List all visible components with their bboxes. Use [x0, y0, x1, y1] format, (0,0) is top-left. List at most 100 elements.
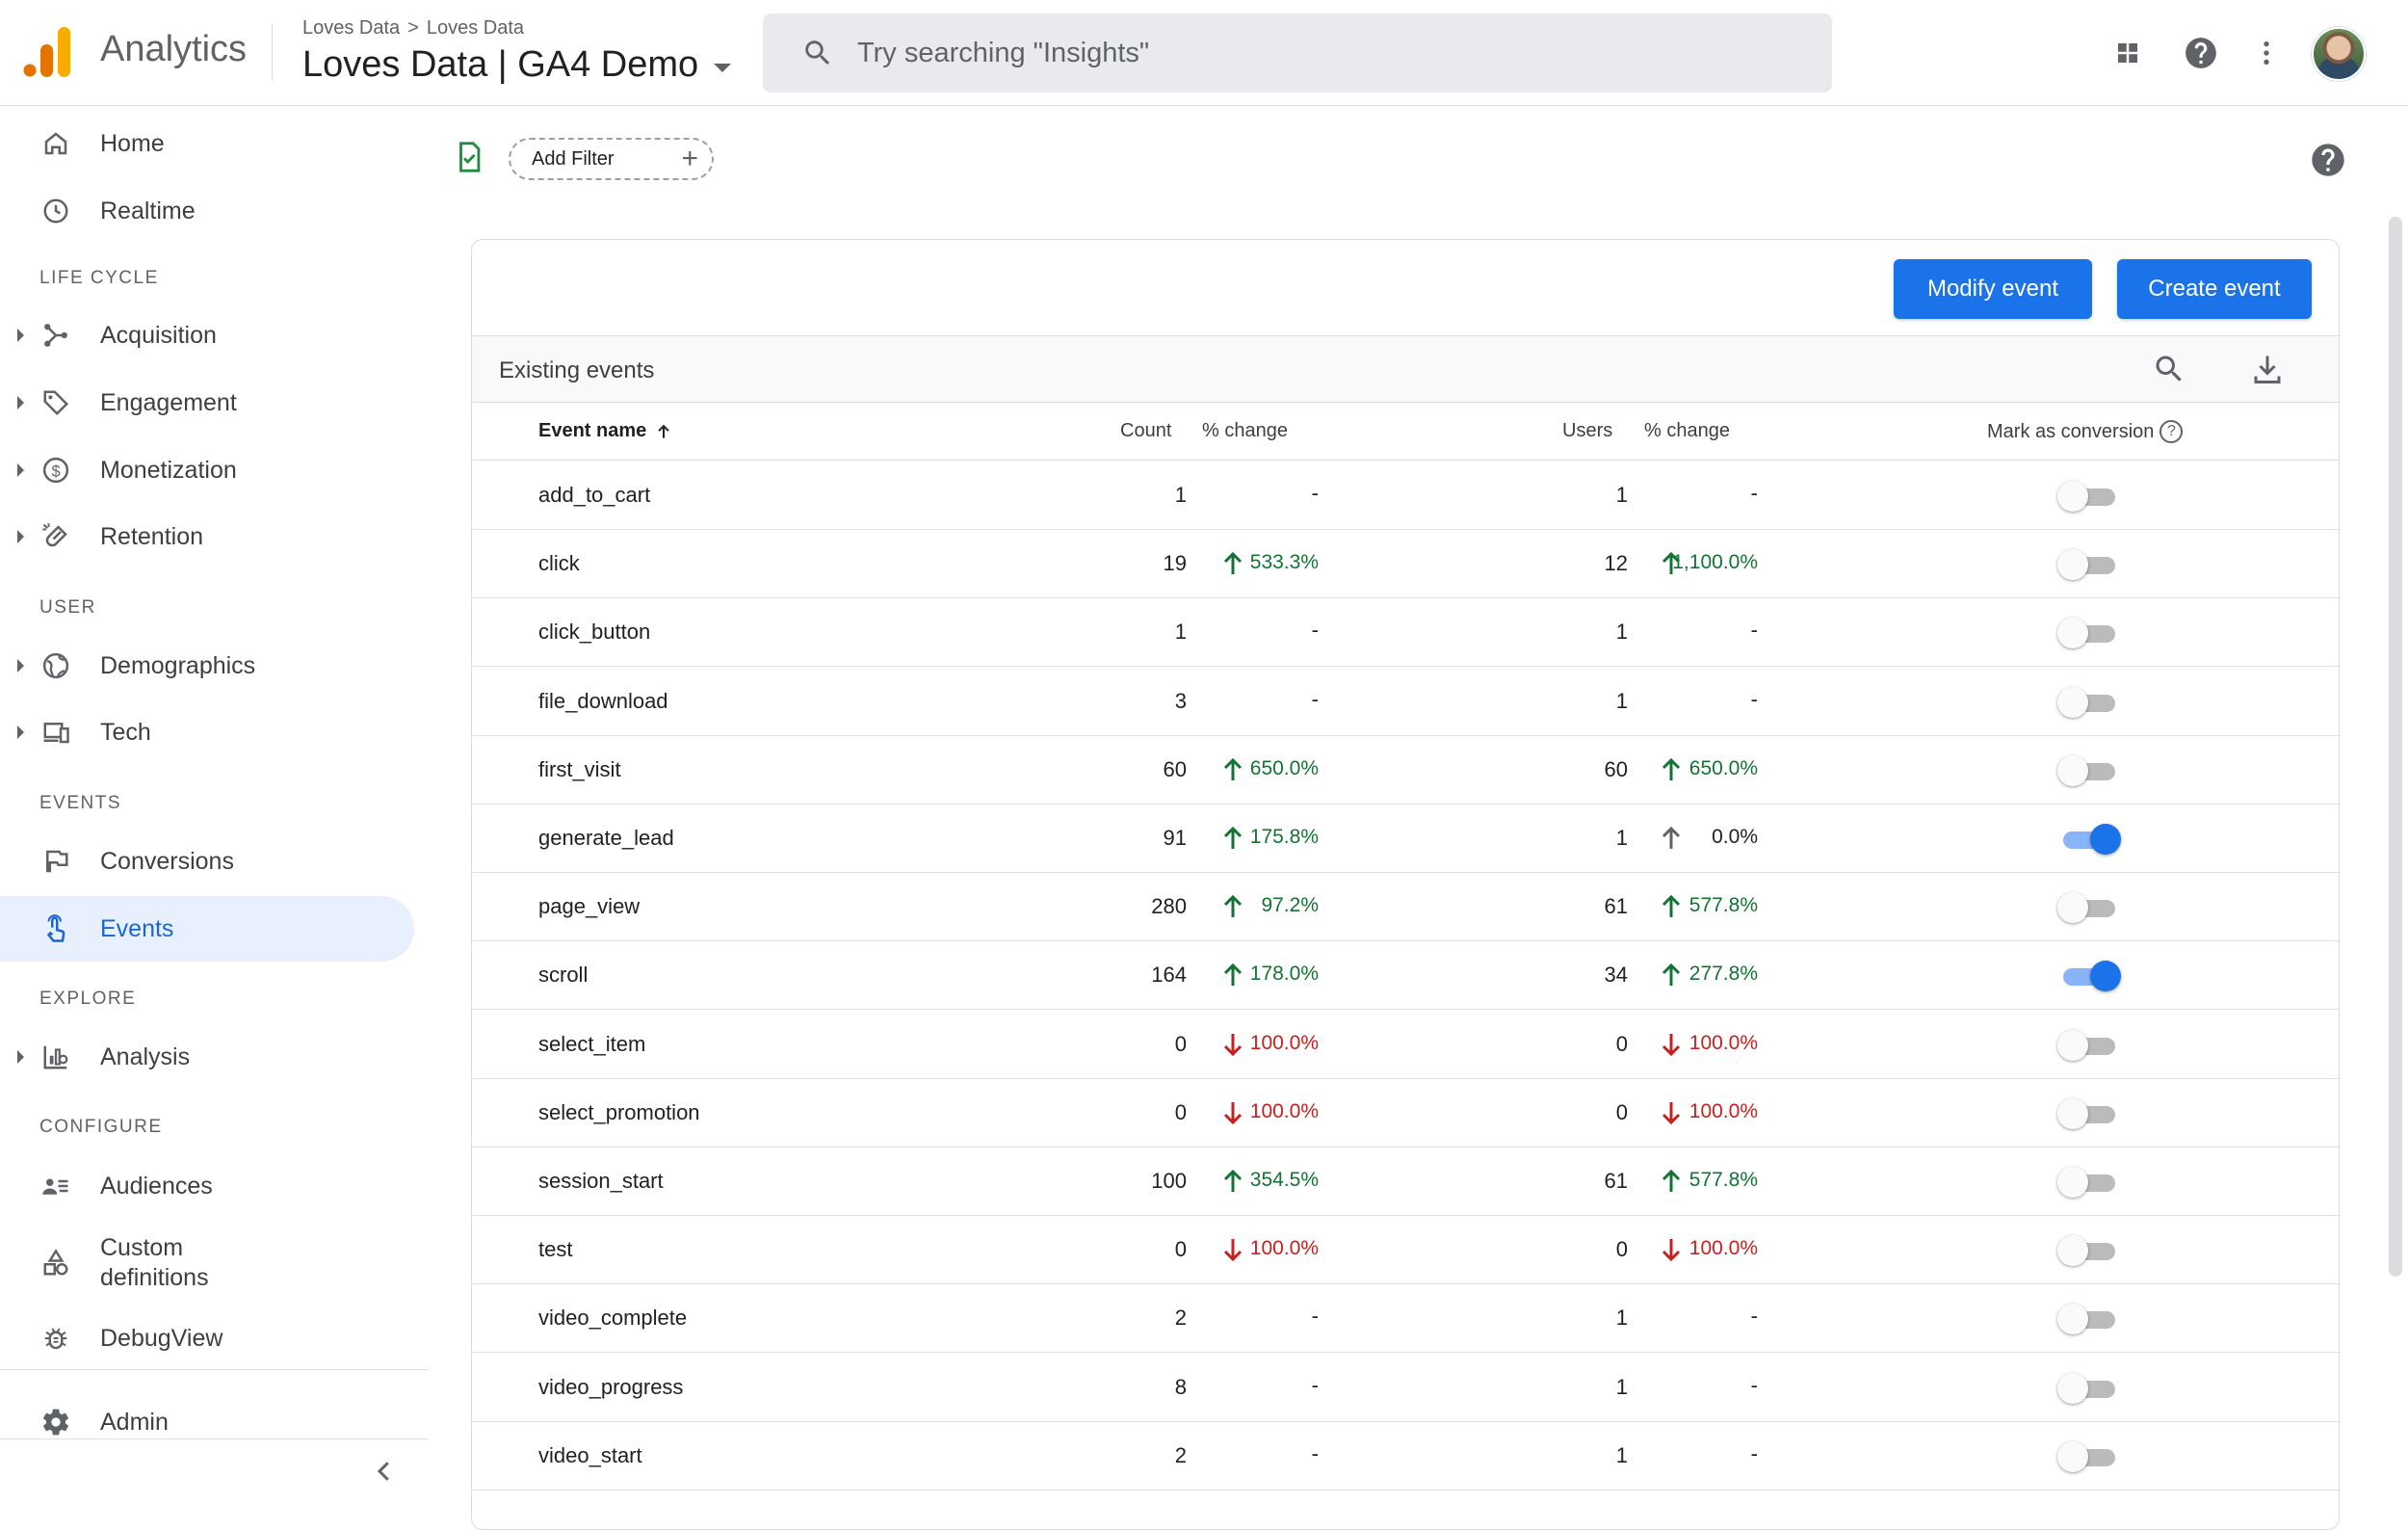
sidebar-item-acquisition[interactable]: Acquisition [0, 303, 414, 368]
property-dropdown-icon[interactable] [714, 64, 732, 72]
property-selector[interactable]: Loves Data | GA4 Demo [302, 44, 732, 86]
expand-arrow-icon[interactable] [17, 659, 24, 673]
comparison-check-icon[interactable] [453, 141, 485, 173]
table-row[interactable]: generate_lead 91 175.8% 1 0.0% [472, 805, 2339, 873]
event-name[interactable]: file_download [538, 688, 668, 713]
sidebar-item-retention[interactable]: Retention [0, 504, 414, 569]
table-row[interactable]: test 0 100.0% 0 100.0% [472, 1216, 2339, 1285]
page-help-icon[interactable] [2309, 141, 2347, 179]
download-icon[interactable] [2250, 352, 2285, 386]
conversion-toggle[interactable] [2057, 547, 2119, 581]
event-name[interactable]: video_start [538, 1442, 642, 1467]
sidebar-item-tech[interactable]: Tech [0, 699, 414, 765]
expand-arrow-icon[interactable] [17, 396, 24, 409]
expand-arrow-icon[interactable] [17, 329, 24, 342]
conversion-toggle[interactable] [2057, 616, 2119, 649]
table-row[interactable]: add_to_cart 1 - 1 - [472, 462, 2339, 530]
conversion-toggle[interactable] [2057, 1439, 2119, 1472]
conversion-toggle[interactable] [2057, 1233, 2119, 1267]
event-name[interactable]: session_start [538, 1169, 664, 1193]
conversion-toggle[interactable] [2057, 685, 2119, 718]
event-name[interactable]: select_promotion [538, 1099, 700, 1124]
event-name[interactable]: page_view [538, 894, 641, 919]
more-vert-icon[interactable] [2242, 29, 2290, 77]
table-row[interactable]: session_start 100 354.5% 61 577.8% [472, 1148, 2339, 1216]
event-name[interactable]: video_complete [538, 1306, 688, 1331]
event-name[interactable]: scroll [538, 963, 589, 988]
event-name[interactable]: click_button [538, 620, 651, 645]
sidebar-item-analysis[interactable]: Analysis [0, 1024, 414, 1090]
property-name[interactable]: Loves Data | GA4 Demo [302, 44, 699, 85]
event-name[interactable]: first_visit [538, 756, 621, 781]
event-count: 164 [1151, 963, 1187, 988]
collapse-sidebar-icon[interactable] [370, 1457, 399, 1490]
table-row[interactable]: page_view 280 97.2% 61 577.8% [472, 873, 2339, 942]
sidebar-item-admin[interactable]: Admin [0, 1389, 414, 1455]
column-header-users[interactable]: Users [1562, 420, 1613, 441]
event-name[interactable]: select_item [538, 1031, 646, 1056]
sidebar-item-home[interactable]: Home [0, 111, 414, 176]
conversion-toggle[interactable] [2057, 959, 2121, 992]
expand-arrow-icon[interactable] [17, 725, 24, 739]
table-row[interactable]: video_start 2 - 1 - [472, 1422, 2339, 1490]
table-search-icon[interactable] [2152, 352, 2186, 386]
search-input[interactable] [857, 37, 1724, 69]
modify-event-button[interactable]: Modify event [1894, 259, 2092, 319]
analytics-logo-icon[interactable] [23, 27, 71, 77]
table-row[interactable]: video_progress 8 - 1 - [472, 1354, 2339, 1422]
page-scrollbar[interactable] [2389, 217, 2402, 1277]
expand-arrow-icon[interactable] [17, 1050, 24, 1064]
breadcrumb-property-group[interactable]: Loves Data [426, 17, 525, 39]
column-header-count-change[interactable]: % change [1202, 420, 1288, 441]
event-name[interactable]: click [538, 551, 580, 576]
expand-arrow-icon[interactable] [17, 463, 24, 477]
sidebar-item-monetization[interactable]: $ Monetization [0, 437, 414, 503]
table-row[interactable]: click 19 533.3% 12 1,100.0% [472, 530, 2339, 599]
sidebar-item-engagement[interactable]: Engagement [0, 370, 414, 435]
sidebar-item-audiences[interactable]: Audiences [0, 1153, 414, 1219]
event-name[interactable]: generate_lead [538, 826, 674, 850]
sidebar-item-demographics[interactable]: Demographics [0, 633, 414, 699]
expand-arrow-icon[interactable] [17, 530, 24, 543]
column-header-event-name[interactable]: Event name [538, 420, 673, 442]
table-row[interactable]: scroll 164 178.0% 34 277.8% [472, 941, 2339, 1011]
conversion-toggle[interactable] [2057, 1302, 2119, 1335]
create-event-button[interactable]: Create event [2117, 259, 2312, 319]
sidebar-item-debugview[interactable]: DebugView [0, 1306, 414, 1371]
conversion-toggle[interactable] [2057, 1371, 2119, 1404]
sidebar-item-custom-definitions[interactable]: Custom definitions [0, 1220, 414, 1306]
event-name[interactable]: test [538, 1237, 573, 1262]
column-header-count[interactable]: Count [1120, 420, 1172, 441]
event-name[interactable]: add_to_cart [538, 483, 651, 507]
sort-ascending-icon[interactable] [654, 422, 673, 441]
conversion-toggle[interactable] [2057, 1028, 2119, 1061]
table-row[interactable]: click_button 1 - 1 - [472, 598, 2339, 668]
table-row[interactable]: select_promotion 0 100.0% 0 100.0% [472, 1079, 2339, 1148]
sidebar-item-realtime[interactable]: Realtime [0, 178, 414, 244]
breadcrumb-account[interactable]: Loves Data [302, 17, 401, 39]
table-row[interactable]: first_visit 60 650.0% 60 650.0% [472, 736, 2339, 805]
help-circle-icon[interactable]: ? [2159, 420, 2184, 443]
breadcrumb[interactable]: Loves Data > Loves Data [302, 17, 524, 40]
column-header-mark-as-conversion[interactable]: Mark as conversion ? [1987, 420, 2184, 443]
conversion-toggle[interactable] [2057, 890, 2119, 924]
event-name[interactable]: video_progress [538, 1374, 684, 1399]
apps-grid-icon[interactable] [2104, 29, 2152, 77]
table-row[interactable]: file_download 3 - 1 - [472, 668, 2339, 736]
sidebar-item-conversions[interactable]: Conversions [0, 829, 414, 894]
conversion-toggle[interactable] [2057, 1096, 2119, 1129]
sidebar-item-label: Monetization [100, 456, 237, 484]
column-header-users-change[interactable]: % change [1644, 420, 1730, 441]
conversion-toggle[interactable] [2057, 479, 2119, 512]
search-bar[interactable] [763, 13, 1832, 92]
table-row[interactable]: video_complete 2 - 1 - [472, 1284, 2339, 1354]
table-row[interactable]: select_item 0 100.0% 0 100.0% [472, 1011, 2339, 1079]
conversion-toggle[interactable] [2057, 822, 2121, 855]
conversion-toggle[interactable] [2057, 753, 2119, 786]
add-filter-button[interactable]: Add Filter + [509, 138, 714, 180]
help-icon[interactable] [2177, 29, 2225, 77]
sidebar-item-events[interactable]: Events [0, 896, 414, 962]
conversion-toggle[interactable] [2057, 1165, 2119, 1198]
avatar[interactable] [2312, 27, 2366, 81]
event-count: 1 [1174, 483, 1187, 507]
